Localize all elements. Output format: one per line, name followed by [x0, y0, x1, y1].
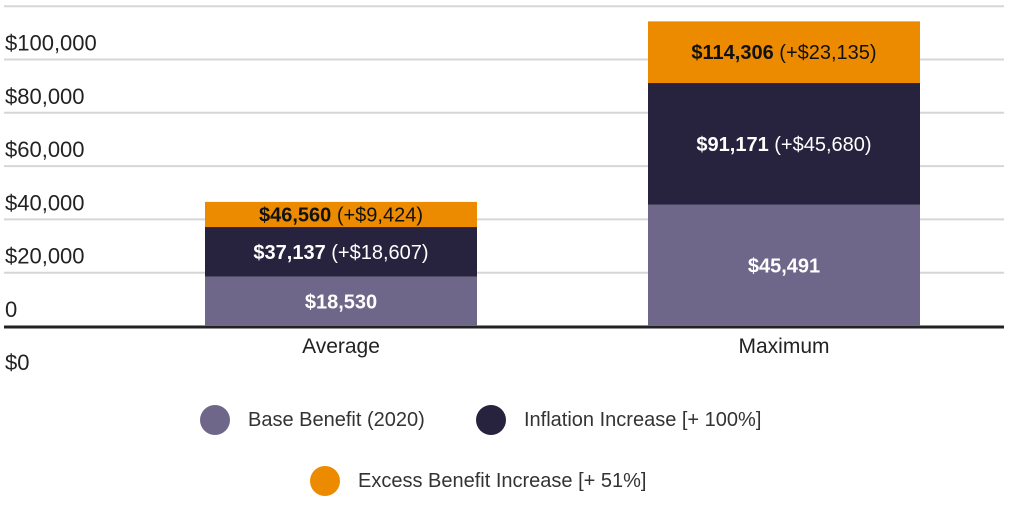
legend-label-inflation: Inflation Increase [+ 100%]: [524, 408, 762, 431]
data-label: $45,491: [748, 255, 820, 277]
bar-segment: [205, 201, 477, 228]
bar-segment: [205, 276, 477, 326]
legend-item-base: Base Benefit (2020): [200, 405, 425, 435]
x-tick-label: Maximum: [738, 335, 829, 358]
legend-item-excess: Excess Benefit Increase [+ 51%]: [310, 466, 647, 496]
bar-segment: [648, 21, 920, 84]
x-tick-label: Average: [302, 335, 380, 358]
baseline-label: $0: [5, 350, 29, 375]
legend-item-inflation: Inflation Increase [+ 100%]: [476, 405, 761, 435]
y-tick-label: $80,000: [5, 84, 85, 109]
legend-swatch-base: [200, 405, 230, 435]
data-label: $46,560 (+$9,424): [259, 204, 423, 226]
y-tick-label: $20,000: [5, 244, 85, 269]
y-tick-label: $60,000: [5, 137, 85, 162]
data-label: $18,530: [305, 291, 377, 313]
data-label: $91,171 (+$45,680): [696, 134, 871, 156]
bar-segment: [648, 204, 920, 326]
stacked-bar-chart: 0 $20,000 $40,000 $60,000 $80,000 $100,000 $0 $…: [4, 5, 1004, 375]
y-tick-label: $100,000: [5, 31, 97, 56]
legend-swatch-excess: [310, 466, 340, 496]
bar-segment: [205, 227, 477, 277]
y-tick-label: 0: [5, 297, 17, 322]
data-label: $37,137 (+$18,607): [253, 242, 428, 264]
legend-label-base: Base Benefit (2020): [248, 408, 425, 431]
y-tick-label: $40,000: [5, 190, 85, 215]
legend-swatch-inflation: [476, 405, 506, 435]
legend-label-excess: Excess Benefit Increase [+ 51%]: [358, 469, 647, 492]
bar-segment: [648, 83, 920, 205]
data-label: $114,306 (+$23,135): [691, 42, 876, 64]
